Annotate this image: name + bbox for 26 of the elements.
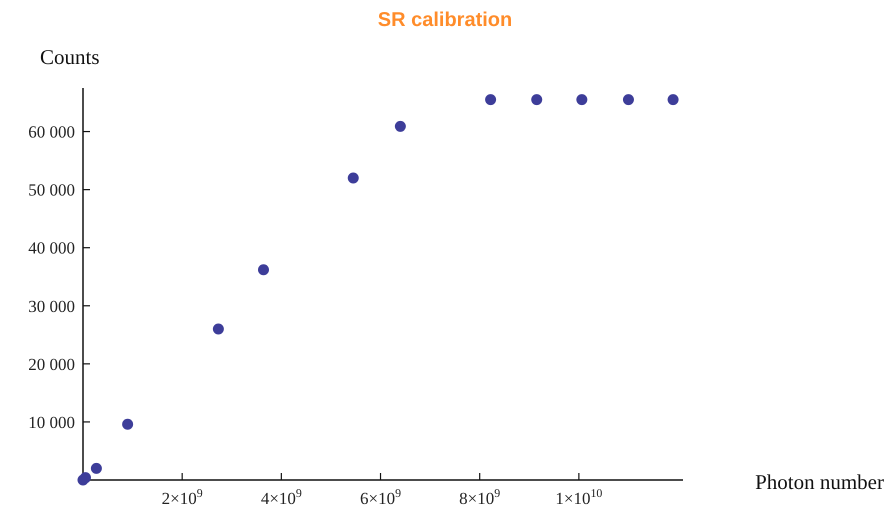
point [348,172,359,184]
x-axis-title: Photon number [755,470,884,494]
y-tick-label: 30 000 [28,296,75,316]
y-tick-label: 60 000 [28,122,75,142]
point [258,264,269,276]
point [576,94,588,106]
chart-title: SR calibration [378,9,512,31]
point [531,94,542,106]
y-tick-label: 10 000 [28,412,75,432]
point [668,94,679,106]
y-axis-title: Counts [40,45,100,69]
point [485,94,496,106]
x-tick-label: 8×10$^{9}$ [459,486,500,508]
x-tick-label: 2×10$^{9}$ [162,486,203,508]
point [80,472,91,484]
point [622,94,634,106]
point [212,324,224,334]
y-tick-label: 50 000 [28,180,75,200]
point [122,418,134,430]
x-tick-label: 4×10$^{9}$ [260,486,302,508]
x-tick-label: 1×10$^{10}$ [555,486,602,508]
y-tick-label: 20 000 [28,354,75,374]
point [90,462,102,474]
y-tick-label: 40 000 [28,238,75,258]
x-tick-label: 6×10$^{9}$ [360,486,402,508]
point [394,120,406,132]
